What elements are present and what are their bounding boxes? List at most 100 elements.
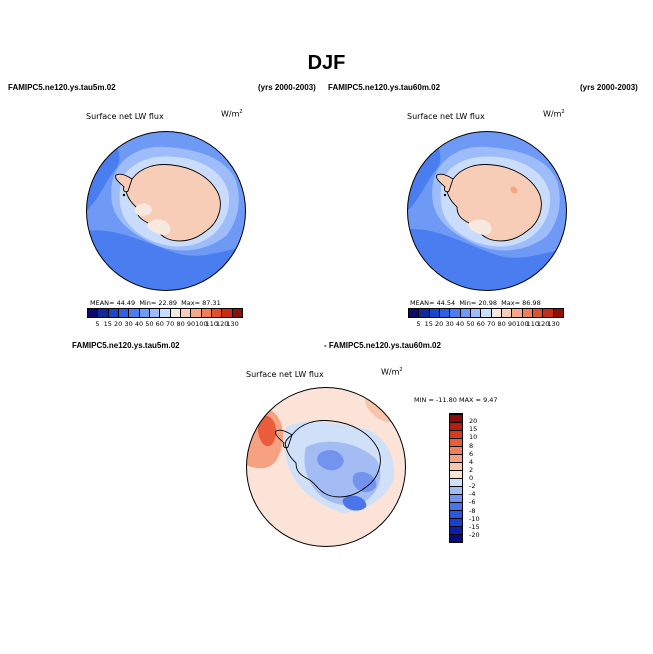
diff-colorbar-swatch <box>450 510 462 518</box>
diff-blue-patch-1 <box>317 450 344 471</box>
panel-1-polar-map <box>86 131 246 291</box>
panel-1-years: (yrs 2000-2003) <box>258 83 316 92</box>
diff-colorbar-ticks: -20 -15 -10 -8 -6 -4 -2 0 2 4 6 8 10 15 20 <box>449 413 489 543</box>
panel-2-colorbar-swatch <box>543 309 554 317</box>
panel-1-colorbar-swatch <box>149 309 161 317</box>
diff-colorbar-swatch <box>450 486 462 494</box>
panel-2-map-border <box>407 131 567 291</box>
panel-1-colorbar-tick-label: 130 <box>226 320 239 328</box>
panel-2-colorbar-swatch <box>553 309 563 317</box>
panel-1-colorbar <box>87 308 243 318</box>
panel-2-colorbar-swatch <box>409 309 420 317</box>
diff-colorbar-swatch <box>450 446 462 454</box>
panel-1-colorbar-ticks: 5 15 20 30 40 50 60 70 80 90 100 110 120 130 <box>87 320 243 330</box>
panel-1-antarctic-peninsula <box>115 173 133 193</box>
diff-colorbar-tick-label: 2 <box>469 465 474 474</box>
diff-colorbar-swatch <box>450 454 462 462</box>
diff-antarctica-outline <box>284 420 381 498</box>
panel-2-colorbar-tick-label: 20 <box>435 320 444 328</box>
panel-2-colorbar-swatch <box>419 309 430 317</box>
diff-colorbar-swatch <box>450 518 462 526</box>
diff-peninsula-outline <box>275 429 293 449</box>
diff-case-b: - FAMIPC5.ne120.ys.tau60m.02 <box>324 341 441 350</box>
panel-1-colorbar-tick-label: 90 <box>186 320 196 328</box>
diff-case-a: FAMIPC5.ne120.ys.tau5m.02 <box>72 341 180 350</box>
diff-colorbar-tick-label: 8 <box>469 441 474 450</box>
panel-2-stats: MEAN= 44.54 Min= 20.98 Max= 86.98 <box>410 299 541 307</box>
panel-2-colorbar-swatch <box>532 309 544 317</box>
panel-2-units: W/m2 <box>543 109 565 119</box>
diff-colorbar-swatch <box>450 534 462 542</box>
panel-2-years: (yrs 2000-2003) <box>580 83 638 92</box>
panel-2-field-label: Surface net LW flux <box>407 112 485 121</box>
panel-2-colorbar-swatch <box>491 309 502 317</box>
panel-2-colorbar-tick-label: 40 <box>455 320 465 328</box>
panel-2-colorbar-swatch <box>522 309 533 317</box>
diff-blue-patch-2 <box>352 471 377 493</box>
panel-2-colorbar-tick-label: 80 <box>497 320 506 328</box>
panel-2-colorbar-tick-label: 50 <box>466 320 475 328</box>
panel-1-weddell-ice <box>134 203 152 216</box>
panel-1-colorbar-tick-label: 100 <box>195 320 208 328</box>
panel-1-colorbar-tick-label: 110 <box>205 320 218 328</box>
panel-1-colorbar-swatch <box>201 309 212 317</box>
panel-1-ross-ice <box>147 219 171 235</box>
panel-1-colorbar-swatch <box>191 309 202 317</box>
panel-1-units: W/m2 <box>221 109 243 119</box>
diff-colorbar-tick-label: -4 <box>469 490 476 499</box>
diff-dark-red-region <box>257 415 276 447</box>
diff-colorbar-tick-label: -15 <box>469 522 480 531</box>
panel-2-colorbar-tick-label: 90 <box>507 320 517 328</box>
panel-2-colorbar-tick-label: 100 <box>516 320 529 328</box>
panel-1-colorbar-swatch <box>129 309 140 317</box>
panel-2-antarctic-peninsula <box>436 173 454 193</box>
panel-1-colorbar-swatch <box>88 309 99 317</box>
panel-1-colorbar-tick-label: 60 <box>155 320 164 328</box>
panel-1-colorbar-swatch <box>160 309 171 317</box>
panel-2-colorbar-tick-label: 130 <box>547 320 560 328</box>
diff-colorbar <box>449 413 463 543</box>
panel-1-colorbar-tick-label: 20 <box>114 320 123 328</box>
panel-2-case-name: FAMIPC5.ne120.ys.tau60m.02 <box>328 83 441 92</box>
diff-map-border <box>246 387 406 547</box>
diff-units: W/m2 <box>381 367 403 377</box>
diff-colorbar-swatch <box>450 470 462 478</box>
panel-1-colorbar-swatch <box>211 309 223 317</box>
panel-2-colorbar-tick-label: 70 <box>487 320 496 328</box>
panel-2-interior-patch <box>510 186 518 194</box>
diff-polar-map <box>246 387 406 547</box>
panel-1-colorbar-tick-label: 120 <box>215 320 229 328</box>
panel-1-colorbar-swatch <box>180 309 192 317</box>
panel-1-map-border <box>86 131 246 291</box>
page-title: DJF <box>307 52 346 74</box>
panel-1-colorbar-swatch <box>170 309 181 317</box>
panel-2-colorbar-swatch <box>439 309 451 317</box>
panel-2-colorbar-swatch <box>470 309 482 317</box>
panel-1-colorbar-swatch <box>118 309 130 317</box>
panel-1-colorbar-swatch <box>222 309 233 317</box>
diff-dark-blue-patch <box>342 495 367 511</box>
panel-1-colorbar-tick-label: 30 <box>124 320 133 328</box>
panel-1-colorbar-swatch <box>98 309 109 317</box>
panel-2-colorbar-swatch <box>450 309 461 317</box>
panel-1-case-name: FAMIPC5.ne120.ys.tau5m.02 <box>8 83 116 92</box>
panel-1-colorbar-tick-label: 15 <box>103 320 112 328</box>
panel-2-colorbar-tick-label: 5 <box>416 320 421 328</box>
panel-1-colorbar-tick-label: 70 <box>166 320 175 328</box>
diff-colorbar-tick-label: -20 <box>469 530 480 539</box>
diff-colorbar-tick-label: -2 <box>469 482 476 491</box>
panel-1-colorbar-swatch <box>139 309 150 317</box>
diff-colorbar-swatch <box>450 414 462 422</box>
panel-2-colorbar-tick-label: 15 <box>424 320 433 328</box>
panel-1-colorbar-tick-label: 40 <box>134 320 144 328</box>
diff-colorbar-swatch <box>450 494 462 502</box>
panel-1-colorbar-tick-label: 5 <box>95 320 100 328</box>
panel-1-colorbar-tick-label: 80 <box>176 320 185 328</box>
panel-2-colorbar-swatch <box>481 309 492 317</box>
panel-2-colorbar-tick-label: 30 <box>445 320 454 328</box>
diff-colorbar-swatch <box>450 462 462 470</box>
diff-colorbar-tick-label: 10 <box>469 433 478 442</box>
diff-colorbar-swatch <box>450 526 462 534</box>
diff-colorbar-tick-label: 15 <box>469 425 478 434</box>
panel-1-ocean-low-band <box>86 230 246 291</box>
